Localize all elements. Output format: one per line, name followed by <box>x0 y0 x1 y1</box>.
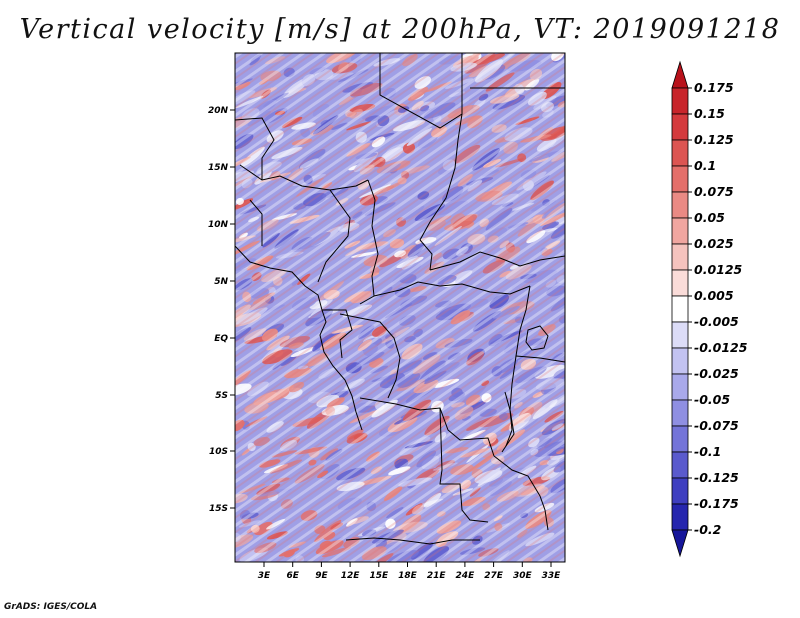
colorbar-label: -0.1 <box>694 444 721 459</box>
colorbar-label: 0.0125 <box>694 262 743 277</box>
border-drc-angola <box>359 397 495 457</box>
border-angola-zambia <box>439 407 489 523</box>
colorbar-bin <box>671 321 689 349</box>
colorbar-bin <box>671 113 689 141</box>
colorbar-bin <box>671 217 689 245</box>
lat-label: 20N <box>208 106 229 116</box>
lake-tanganyika <box>504 391 513 447</box>
colorbar-label: -0.025 <box>694 366 739 381</box>
colorbar-label: 0.1 <box>694 158 716 173</box>
colorbar-label: -0.0125 <box>694 340 748 355</box>
colorbar-bin <box>671 399 689 427</box>
colorbar-label: -0.05 <box>694 392 730 407</box>
colorbar-bin <box>671 503 689 531</box>
colorbar-bin <box>671 243 689 271</box>
colorbar-label: -0.175 <box>694 496 739 511</box>
colorbar-label: -0.2 <box>694 522 721 537</box>
colorbar-label: -0.005 <box>694 314 739 329</box>
lat-label: 15S <box>209 504 228 514</box>
colorbar-bin <box>671 529 689 558</box>
map-frame <box>234 52 566 563</box>
lon-label: 9E <box>315 571 328 581</box>
colorbar-label: -0.125 <box>694 470 739 485</box>
lat-label: 10N <box>208 220 229 230</box>
lon-label: 15E <box>369 571 389 581</box>
lat-label: 10S <box>209 447 228 457</box>
lon-label: 21E <box>427 571 447 581</box>
colorbar-label: 0.005 <box>694 288 734 303</box>
border-car-south <box>373 281 531 297</box>
lon-label: 24E <box>456 571 476 581</box>
colorbar-bin <box>671 87 689 115</box>
lat-label: 5N <box>214 277 228 287</box>
colorbar-bin <box>671 269 689 297</box>
border-nigeria-cameroon <box>317 189 351 283</box>
border-gabon <box>322 309 353 359</box>
longitude-axis: 3E 6E 9E 12E 15E 18E 21E 24E 27E 30E 33E <box>258 562 561 581</box>
country-borders <box>235 53 565 545</box>
colorbar-bin <box>671 295 689 323</box>
coastline-west <box>235 245 363 431</box>
lon-label: 33E <box>542 571 562 581</box>
colorbar-label: 0.125 <box>694 132 734 147</box>
colorbar-bin <box>671 451 689 479</box>
colorbar-label: 0.15 <box>694 106 725 121</box>
colorbar-bin <box>671 347 689 375</box>
colorbar-label: 0.175 <box>694 80 734 95</box>
border-sudan-southsudan <box>429 251 565 271</box>
border-angola-namibia <box>345 537 480 545</box>
vertical-velocity-field <box>235 53 565 562</box>
lon-label: 18E <box>398 571 418 581</box>
lon-label: 27E <box>484 571 504 581</box>
lat-label: 15N <box>208 163 229 173</box>
colorbar-label: 0.025 <box>694 236 734 251</box>
grads-credit: GrADS: IGES/COLA <box>4 602 98 612</box>
lat-label: EQ <box>214 334 228 344</box>
lon-label: 12E <box>341 571 361 581</box>
border-libya-chad <box>379 53 463 129</box>
border-chad-sudan <box>419 113 463 271</box>
colorbar-bin <box>671 477 689 505</box>
colorbar-bin <box>671 165 689 193</box>
border-drc-congo <box>339 313 401 399</box>
border-tanzania <box>515 355 565 363</box>
border-drc-east <box>501 285 531 453</box>
colorbar-bin <box>671 191 689 219</box>
border-westafrica-2 <box>249 199 263 246</box>
lon-label: 6E <box>286 571 299 581</box>
map-title: Vertical velocity [m/s] at 200hPa, VT: 2… <box>19 14 781 45</box>
lat-label: 5S <box>215 391 228 401</box>
colorbar-bin <box>671 60 689 89</box>
colorbar-label: -0.075 <box>694 418 739 433</box>
latitude-axis: 20N 15N 10N 5N EQ 5S 10S 15S <box>208 106 235 514</box>
colorbar: 0.175 0.15 0.125 0.1 0.075 0.05 0.025 0.0125 0.0… <box>671 60 748 558</box>
colorbar-label: 0.075 <box>694 184 734 199</box>
lake-victoria <box>525 325 549 351</box>
colorbar-bin <box>671 425 689 453</box>
lon-label: 3E <box>258 571 271 581</box>
border-zambia-east <box>493 455 549 531</box>
colorbar-label: 0.05 <box>694 210 725 225</box>
border-westafrica-1 <box>235 117 275 180</box>
lon-label: 30E <box>513 571 533 581</box>
colorbar-bin <box>671 139 689 167</box>
colorbar-bin <box>671 373 689 401</box>
